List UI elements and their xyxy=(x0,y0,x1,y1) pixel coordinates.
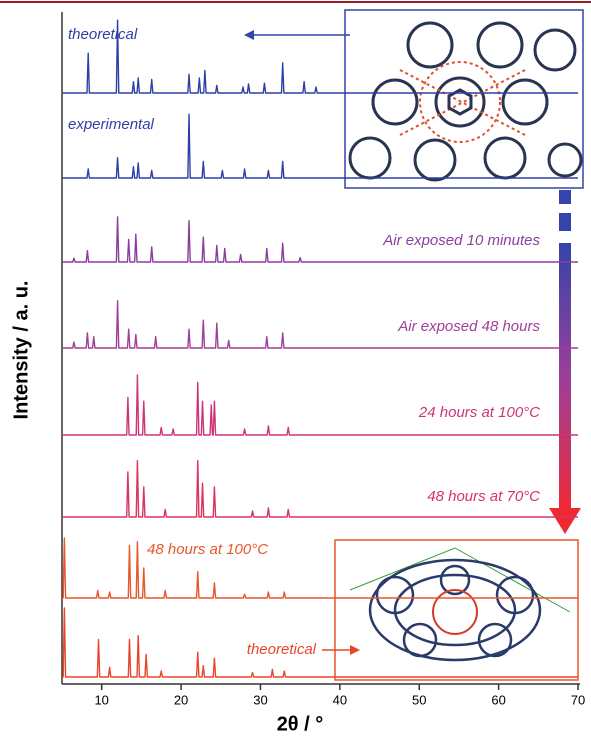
series-label: Air exposed 48 hours xyxy=(397,318,540,335)
x-tick-label: 20 xyxy=(174,692,188,707)
x-tick-label: 40 xyxy=(333,692,347,707)
series-label: theoretical xyxy=(247,641,317,658)
x-tick-label: 10 xyxy=(94,692,108,707)
series-label: 48 hours at 100°C xyxy=(147,541,268,558)
top-inset xyxy=(345,10,583,188)
bottom-inset xyxy=(335,540,578,680)
chart: 2θ / ° Intensity / a. u. 10 20 30 40 50 60 70 t… xyxy=(0,0,591,743)
x-tick-label: 30 xyxy=(253,692,267,707)
trend-arrow xyxy=(549,190,581,534)
y-axis-title: Intensity / a. u. xyxy=(10,281,32,420)
series-label: theoretical xyxy=(68,26,138,43)
series-label: 24 hours at 100°C xyxy=(418,404,540,421)
x-tick-label: 60 xyxy=(491,692,505,707)
series-label: 48 hours at 70°C xyxy=(427,488,540,505)
x-axis-title: 2θ / ° xyxy=(277,713,324,735)
series-label: experimental xyxy=(68,116,155,133)
series-label: Air exposed 10 minutes xyxy=(382,232,540,249)
x-tick-label: 70 xyxy=(571,692,585,707)
x-tick-label: 50 xyxy=(412,692,426,707)
